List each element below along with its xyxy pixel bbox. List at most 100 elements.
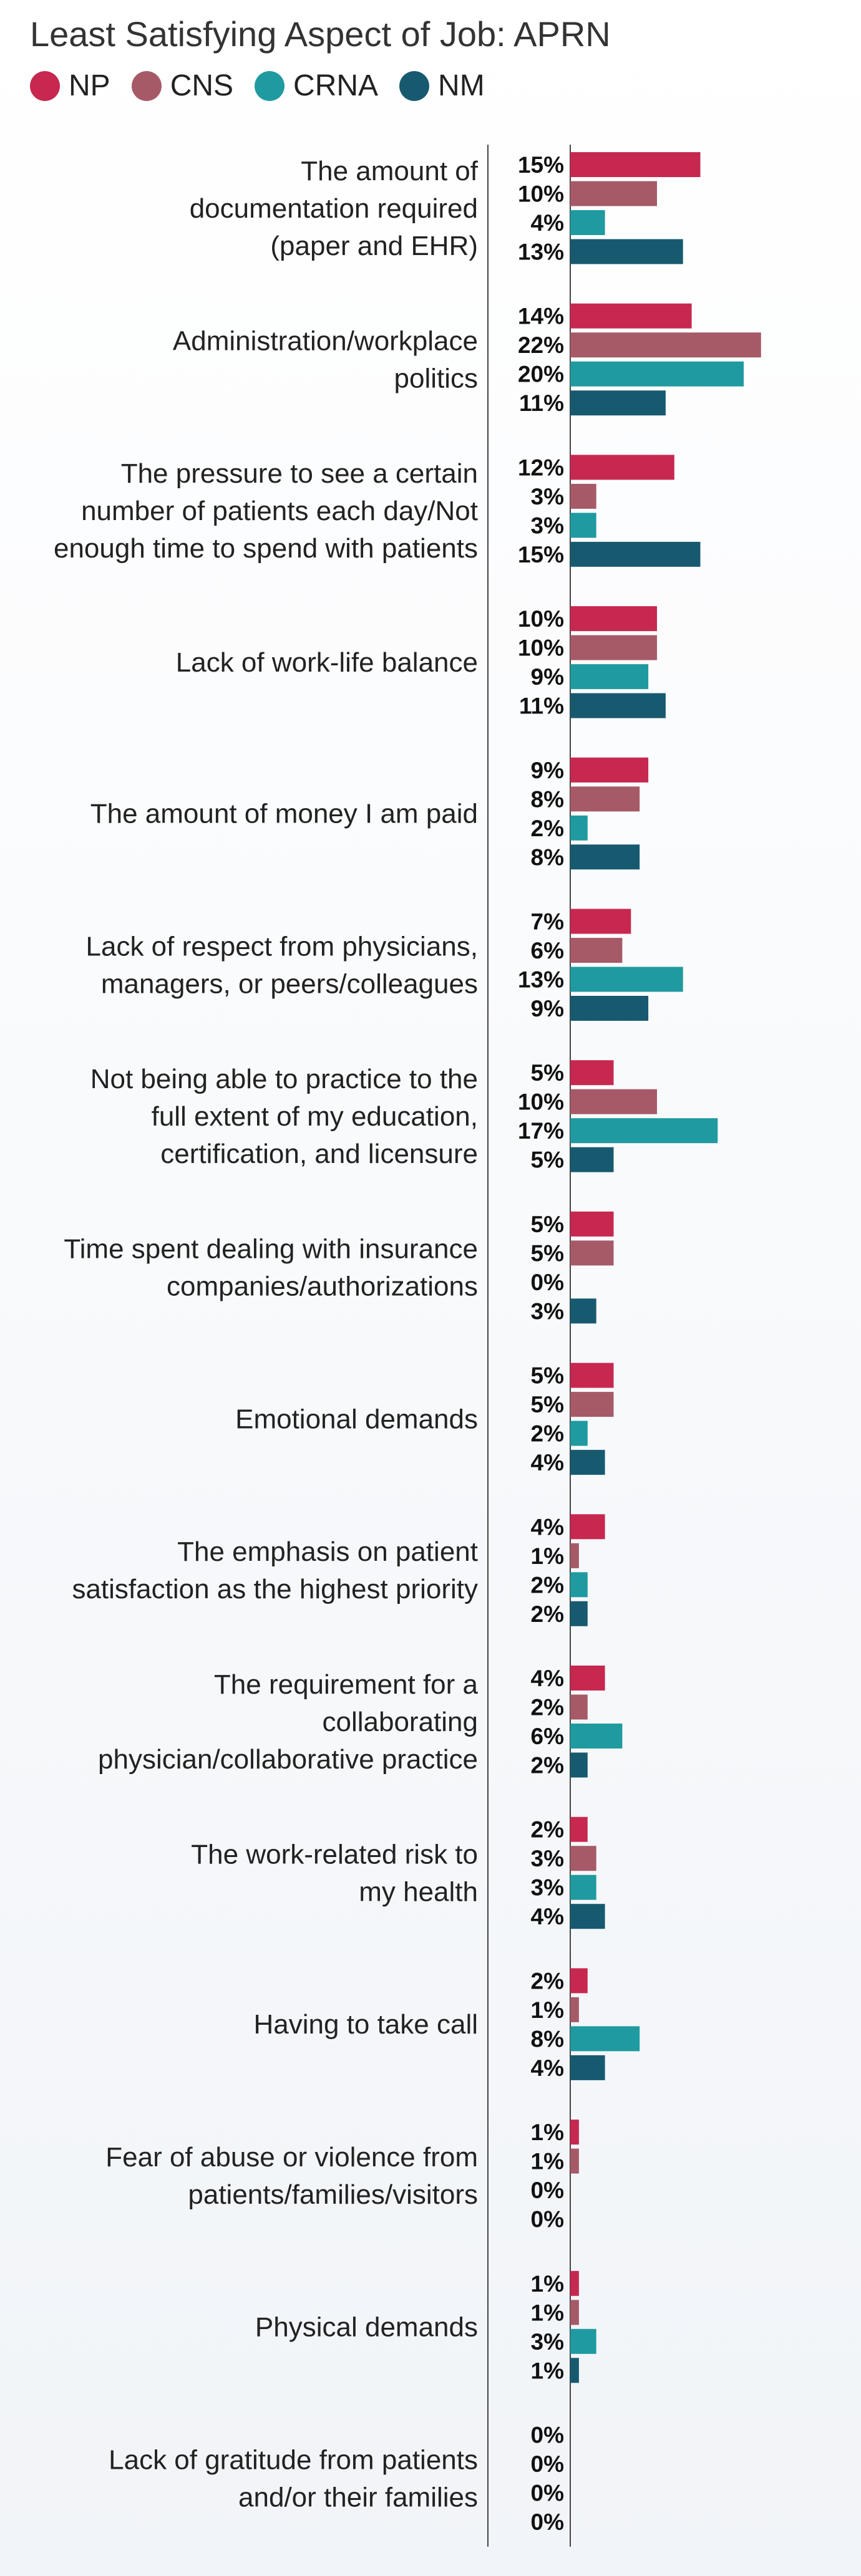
category-label-line: The pressure to see a certain: [121, 458, 478, 489]
data-label: 2%: [531, 1572, 564, 1598]
category-label: The requirement for a collaborating physic…: [98, 1669, 479, 1775]
legend-label: CNS: [170, 69, 234, 102]
bar-cns: [570, 1694, 588, 1720]
category-label-line: Lack of work-life balance: [176, 647, 478, 678]
bar-cns: [570, 1846, 596, 1871]
data-label: 9%: [531, 996, 564, 1021]
category-label-line: Having to take call: [253, 2009, 478, 2040]
data-label: 10%: [518, 606, 564, 632]
data-label: 2%: [531, 816, 564, 841]
data-label: 0%: [531, 2481, 564, 2506]
data-label: 17%: [518, 1118, 564, 1144]
data-label: 1%: [531, 2149, 564, 2174]
data-label: 22%: [518, 332, 564, 358]
category-label-line: documentation required: [190, 193, 478, 224]
legend-swatch: [399, 70, 430, 101]
category-label-line: number of patients each day/Not: [81, 496, 478, 526]
data-label: 0%: [531, 2207, 564, 2232]
category-label-line: (paper and EHR): [270, 231, 478, 261]
bar-crna: [570, 664, 649, 690]
data-label: 20%: [518, 362, 564, 387]
legend-item-cns: CNS: [131, 69, 234, 103]
data-label: 9%: [531, 758, 564, 783]
data-label: 5%: [531, 1212, 564, 1237]
bar-nm: [570, 844, 640, 870]
legend-item-np: NP: [30, 69, 110, 103]
data-label: 2%: [531, 1753, 564, 1778]
data-label: 5%: [531, 1060, 564, 1086]
data-label: 5%: [531, 1147, 564, 1173]
bar-cns: [570, 1392, 614, 1417]
bar-np: [570, 455, 674, 480]
bar-nm: [570, 693, 666, 718]
bar-crna: [570, 361, 744, 387]
category-label: The amount of documentation required (pape…: [190, 156, 479, 261]
data-label: 2%: [531, 1968, 564, 1994]
data-label: 5%: [531, 1363, 564, 1389]
bar-nm: [570, 1904, 605, 1929]
category-label-line: enough time to spend with patients: [54, 533, 478, 564]
category-label: Lack of gratitude from patients and/or th…: [109, 2444, 478, 2512]
data-label: 3%: [531, 513, 564, 538]
bar-cns: [570, 2300, 579, 2325]
bar-crna: [570, 513, 596, 538]
category-label: Having to take call: [253, 2009, 478, 2040]
data-label: 3%: [531, 484, 564, 509]
bar-crna: [570, 1572, 588, 1598]
bar-crna: [570, 967, 683, 992]
bar-np: [570, 303, 692, 329]
bar-np: [570, 606, 657, 632]
category-label-line: Administration/workplace: [173, 326, 478, 356]
category-label: Time spent dealing with insurance compani…: [64, 1234, 478, 1302]
data-label: 3%: [531, 1875, 564, 1901]
bar-crna: [570, 2026, 640, 2052]
data-label: 2%: [531, 1421, 564, 1447]
legend-item-nm: NM: [399, 69, 485, 103]
data-label: 15%: [518, 542, 564, 567]
category-label: Fear of abuse or violence from patients/f…: [105, 2142, 478, 2210]
legend-label: NM: [438, 69, 485, 102]
bar-np: [570, 1363, 614, 1388]
bar-cns: [570, 786, 640, 812]
bar-crna: [570, 1724, 623, 1749]
bar-nm: [570, 1450, 605, 1475]
bar-crna: [570, 1118, 718, 1144]
data-label: 15%: [518, 152, 564, 178]
bar-cns: [570, 1997, 579, 2022]
data-label: 10%: [518, 1089, 564, 1115]
data-label: 5%: [531, 1392, 564, 1417]
bar-nm: [570, 2358, 579, 2383]
legend: NP CNS CRNA NM: [30, 69, 506, 103]
data-label: 14%: [518, 304, 564, 329]
bar-nm: [570, 541, 701, 567]
bar-nm: [570, 1601, 588, 1626]
category-label-line: and/or their families: [238, 2482, 478, 2512]
bar-nm: [570, 1752, 588, 1778]
bar-np: [570, 1968, 588, 1994]
bar-np: [570, 1666, 605, 1691]
category-label-line: Lack of respect from physicians,: [86, 931, 478, 962]
bar-np: [570, 1211, 614, 1237]
category-label: Not being able to practice to the full ex…: [90, 1064, 478, 1169]
category-label-line: Fear of abuse or violence from: [105, 2142, 478, 2173]
data-label: 2%: [531, 1695, 564, 1720]
category-label-line: Emotional demands: [235, 1404, 478, 1434]
category-label-line: my health: [359, 1876, 478, 1907]
bar-crna: [570, 1874, 596, 1900]
bar-np: [570, 152, 701, 177]
category-label-line: The requirement for a: [214, 1669, 479, 1700]
category-label: The work-related risk to my health: [191, 1839, 478, 1907]
bar-nm: [570, 1147, 614, 1172]
legend-label: NP: [69, 69, 110, 102]
category-label-line: The amount of: [301, 156, 478, 186]
bar-np: [570, 1060, 614, 1086]
category-label-line: The amount of money I am paid: [90, 799, 478, 829]
bar-cns: [570, 1240, 614, 1266]
data-label: 8%: [531, 844, 564, 870]
data-label: 11%: [519, 390, 564, 416]
bar-crna: [570, 210, 605, 235]
data-label: 1%: [531, 2358, 564, 2383]
bar-cns: [570, 483, 596, 509]
category-label-line: Not being able to practice to the: [90, 1064, 478, 1094]
category-label-line: politics: [394, 363, 479, 393]
